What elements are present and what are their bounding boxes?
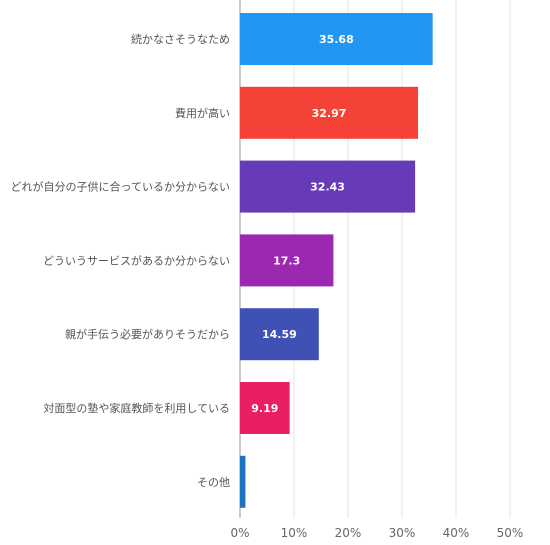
data-label: 9.19	[251, 402, 278, 415]
bar	[240, 160, 416, 213]
category-label: 続かなさそうなため	[131, 32, 230, 46]
bar	[240, 308, 319, 361]
bar	[240, 86, 419, 139]
category-label: 対面型の塾や家庭教師を利用している	[43, 401, 230, 415]
data-label: 35.68	[319, 33, 354, 46]
x-tick-label: 20%	[335, 526, 362, 540]
x-tick-labels: 0% 10% 20% 30% 40% 50%	[230, 526, 523, 540]
x-tick-label: 30%	[389, 526, 416, 540]
x-tick-label: 10%	[281, 526, 308, 540]
value-labels: 35.68 32.97 32.43 17.3 14.59 9.19	[251, 33, 353, 415]
data-label: 32.43	[310, 181, 345, 194]
x-tick-label: 40%	[443, 526, 470, 540]
category-label: どういうサービスがあるか分からない	[43, 253, 230, 267]
bar	[240, 382, 290, 434]
bar	[240, 455, 246, 508]
bar	[240, 13, 433, 65]
x-tick-label: 0%	[230, 526, 249, 540]
bar	[240, 234, 334, 287]
category-label: どれが自分の子供に合っているか分からない	[11, 180, 230, 194]
x-tick-label: 50%	[497, 526, 524, 540]
category-labels: 続かなさそうなため費用が高いどれが自分の子供に合っているか分からないどういうサー…	[11, 32, 230, 489]
category-label: 親が手伝う必要がありそうだから	[65, 327, 230, 341]
category-label: その他	[197, 476, 230, 489]
bars	[240, 13, 433, 508]
category-label: 費用が高い	[175, 106, 230, 120]
data-label: 17.3	[273, 254, 300, 267]
data-label: 32.97	[312, 107, 347, 120]
data-label: 14.59	[262, 328, 297, 341]
